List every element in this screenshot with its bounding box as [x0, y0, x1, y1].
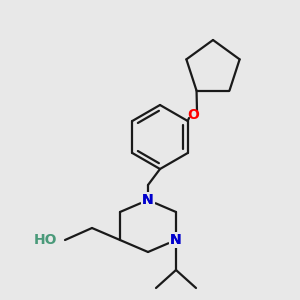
Text: N: N — [142, 193, 154, 207]
Text: N: N — [170, 233, 182, 247]
Text: HO: HO — [34, 233, 57, 247]
Circle shape — [169, 233, 183, 247]
Text: O: O — [187, 108, 199, 122]
Circle shape — [141, 193, 155, 207]
Text: N: N — [142, 193, 154, 207]
Text: N: N — [170, 233, 182, 247]
